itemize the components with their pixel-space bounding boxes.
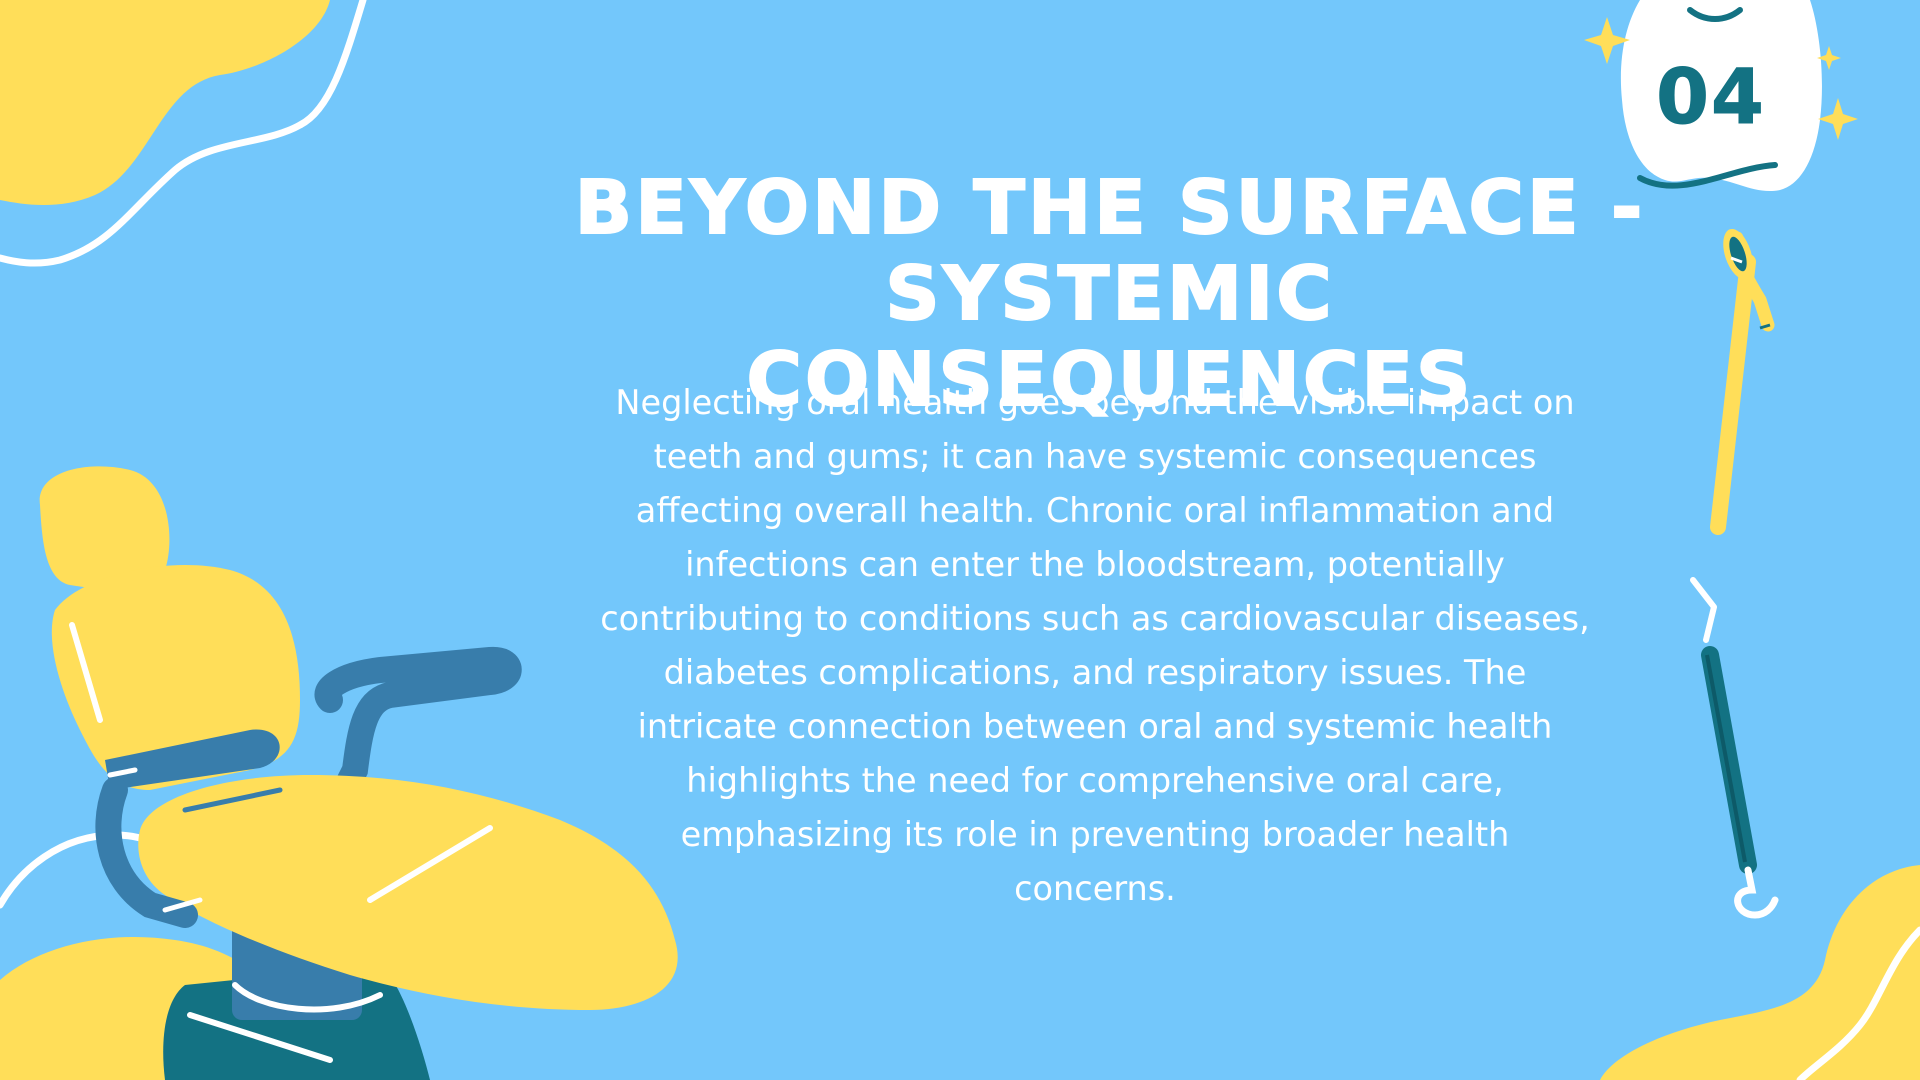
dental-mirror-icon — [1710, 228, 1775, 535]
slide-body-text: Neglecting oral health goes beyond the v… — [600, 383, 1590, 908]
sparkle-icon — [1584, 17, 1630, 64]
slide-title-line-2: Systemic Consequences — [746, 250, 1474, 424]
slide-title-line-1: Beyond the Surface - — [574, 164, 1646, 252]
top-left-blob — [0, 0, 330, 205]
sparkle-icon — [1817, 46, 1841, 70]
slide-title: Beyond the Surface - Systemic Consequenc… — [549, 164, 1671, 424]
top-left-wave-line — [0, 0, 367, 267]
sparkle-icon — [1818, 98, 1858, 140]
tooth-icon — [1620, 0, 1822, 192]
dental-explorer-icon — [1690, 577, 1779, 919]
slide-number: 04 — [1656, 52, 1766, 142]
bottom-right-blob — [1600, 865, 1920, 1080]
bottom-right-wave-line — [1796, 926, 1920, 1080]
